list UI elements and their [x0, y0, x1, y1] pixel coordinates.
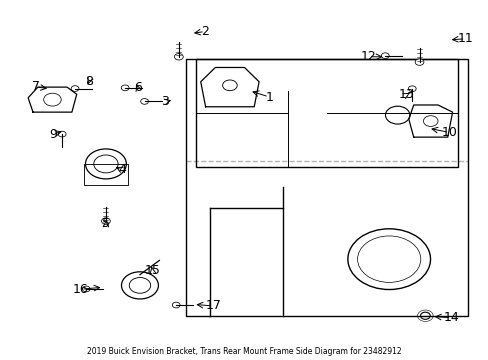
Circle shape: [121, 85, 129, 91]
Bar: [84, 164, 127, 185]
Circle shape: [414, 59, 423, 65]
Text: 14: 14: [443, 311, 459, 324]
Text: 12: 12: [360, 50, 375, 63]
Text: 8: 8: [85, 75, 93, 88]
Text: 9: 9: [49, 127, 57, 140]
Text: 13: 13: [398, 88, 413, 101]
Text: 5: 5: [102, 217, 110, 230]
Text: 10: 10: [441, 126, 456, 139]
Text: 6: 6: [134, 81, 142, 94]
Circle shape: [407, 86, 415, 91]
Bar: [196, 59, 458, 167]
Text: 11: 11: [457, 32, 473, 45]
Text: 15: 15: [144, 264, 160, 277]
Text: 16: 16: [73, 283, 88, 296]
Circle shape: [58, 131, 66, 137]
Text: 2: 2: [201, 25, 209, 38]
Text: 2019 Buick Envision Bracket, Trans Rear Mount Frame Side Diagram for 23482912: 2019 Buick Envision Bracket, Trans Rear …: [87, 347, 401, 356]
Circle shape: [141, 99, 148, 104]
Text: 1: 1: [265, 90, 273, 104]
Circle shape: [172, 302, 180, 308]
Circle shape: [82, 286, 90, 292]
Text: 17: 17: [205, 300, 221, 312]
Circle shape: [174, 54, 183, 60]
Circle shape: [381, 53, 388, 59]
Circle shape: [71, 86, 79, 91]
Text: 4: 4: [118, 163, 125, 176]
Circle shape: [102, 218, 110, 224]
Text: 3: 3: [161, 95, 169, 108]
Text: 7: 7: [32, 80, 40, 93]
Bar: [186, 59, 467, 316]
